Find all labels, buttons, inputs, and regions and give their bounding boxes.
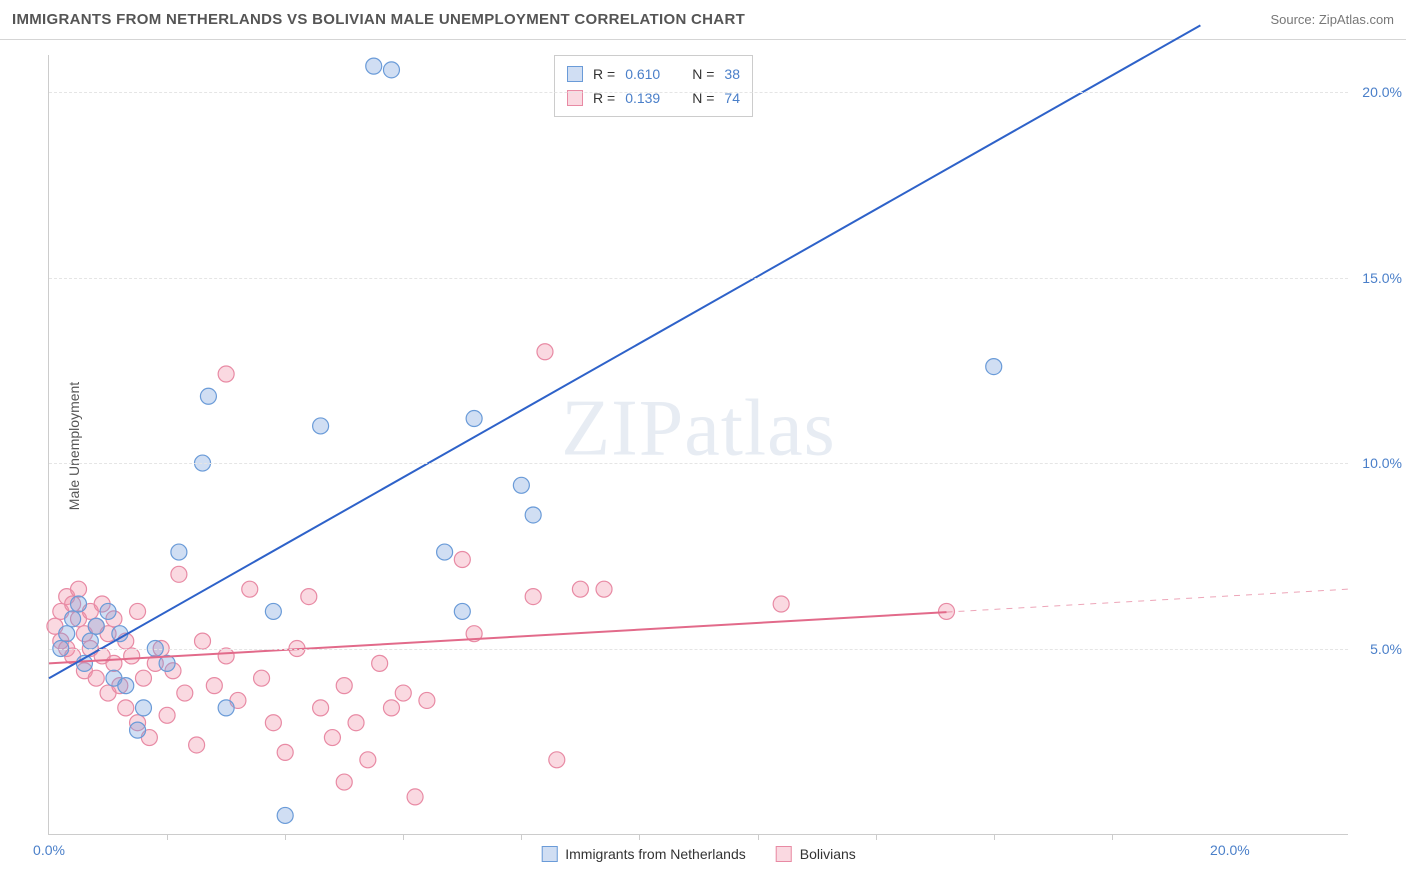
data-point: [313, 700, 329, 716]
data-point: [254, 670, 270, 686]
y-tick-label: 15.0%: [1362, 270, 1402, 286]
chart-container: IMMIGRANTS FROM NETHERLANDS VS BOLIVIAN …: [0, 0, 1406, 892]
y-tick-label: 10.0%: [1362, 455, 1402, 471]
x-tick: [285, 834, 286, 840]
data-point: [383, 62, 399, 78]
data-point: [466, 411, 482, 427]
data-point: [71, 581, 87, 597]
data-point: [773, 596, 789, 612]
data-point: [366, 58, 382, 74]
legend-item-a: Immigrants from Netherlands: [541, 846, 746, 862]
x-tick: [876, 834, 877, 840]
legend-item-b: Bolivians: [776, 846, 856, 862]
legend-label-b: Bolivians: [800, 846, 856, 862]
data-point: [195, 633, 211, 649]
data-point: [360, 752, 376, 768]
y-tick-label: 20.0%: [1362, 84, 1402, 100]
data-point: [395, 685, 411, 701]
data-point: [324, 730, 340, 746]
data-point: [301, 589, 317, 605]
swatch-series-b: [776, 846, 792, 862]
trend-line-extrapolated: [946, 589, 1348, 612]
data-point: [407, 789, 423, 805]
data-point: [124, 648, 140, 664]
y-tick-label: 5.0%: [1370, 641, 1402, 657]
data-point: [65, 611, 81, 627]
legend-label-a: Immigrants from Netherlands: [565, 846, 746, 862]
gridline: [49, 92, 1348, 93]
swatch-series-a: [541, 846, 557, 862]
x-tick: [758, 834, 759, 840]
data-point: [118, 678, 134, 694]
data-point: [383, 700, 399, 716]
data-point: [525, 507, 541, 523]
data-point: [118, 700, 134, 716]
chart-title: IMMIGRANTS FROM NETHERLANDS VS BOLIVIAN …: [12, 11, 745, 28]
data-point: [177, 685, 193, 701]
gridline: [49, 649, 1348, 650]
data-point: [372, 655, 388, 671]
data-point: [336, 774, 352, 790]
data-point: [218, 648, 234, 664]
trend-line: [49, 25, 1200, 678]
gridline: [49, 463, 1348, 464]
x-tick: [1112, 834, 1113, 840]
data-point: [277, 744, 293, 760]
x-tick: [994, 834, 995, 840]
data-point: [59, 626, 75, 642]
data-point: [106, 655, 122, 671]
data-point: [265, 603, 281, 619]
x-tick: [167, 834, 168, 840]
gridline: [49, 278, 1348, 279]
x-tick: [403, 834, 404, 840]
data-point: [88, 670, 104, 686]
data-point: [419, 692, 435, 708]
data-point: [112, 626, 128, 642]
data-point: [454, 603, 470, 619]
data-point: [336, 678, 352, 694]
data-point: [437, 544, 453, 560]
data-point: [265, 715, 281, 731]
data-point: [454, 551, 470, 567]
data-point: [135, 670, 151, 686]
plot-area: ZIPatlas R = 0.610 N = 38 R = 0.139 N = …: [48, 55, 1348, 835]
data-point: [200, 388, 216, 404]
data-point: [986, 359, 1002, 375]
x-tick-label: 20.0%: [1210, 842, 1250, 858]
x-tick: [639, 834, 640, 840]
data-point: [130, 722, 146, 738]
data-point: [171, 544, 187, 560]
data-point: [206, 678, 222, 694]
data-point: [100, 603, 116, 619]
source-label: Source: ZipAtlas.com: [1270, 12, 1394, 27]
data-point: [218, 366, 234, 382]
data-point: [189, 737, 205, 753]
data-point: [348, 715, 364, 731]
data-point: [171, 566, 187, 582]
data-point: [572, 581, 588, 597]
plot-svg: [49, 55, 1348, 834]
data-point: [71, 596, 87, 612]
data-point: [135, 700, 151, 716]
data-point: [525, 589, 541, 605]
data-point: [218, 700, 234, 716]
data-point: [313, 418, 329, 434]
x-tick: [521, 834, 522, 840]
data-point: [242, 581, 258, 597]
title-bar: IMMIGRANTS FROM NETHERLANDS VS BOLIVIAN …: [0, 0, 1406, 40]
data-point: [159, 707, 175, 723]
bottom-legend: Immigrants from Netherlands Bolivians: [541, 846, 856, 862]
x-tick-label: 0.0%: [33, 842, 65, 858]
trend-line: [49, 612, 946, 663]
data-point: [549, 752, 565, 768]
data-point: [537, 344, 553, 360]
data-point: [130, 603, 146, 619]
data-point: [82, 633, 98, 649]
data-point: [277, 807, 293, 823]
data-point: [513, 477, 529, 493]
data-point: [88, 618, 104, 634]
data-point: [596, 581, 612, 597]
